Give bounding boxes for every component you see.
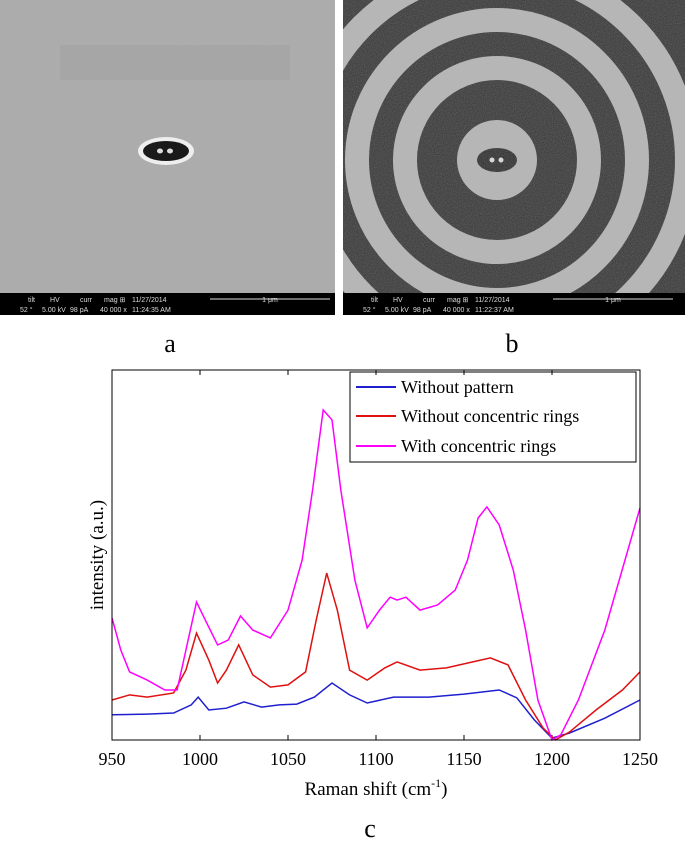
info-header: HV — [50, 297, 60, 304]
info-header: HV — [393, 297, 403, 304]
x-tick-label: 1000 — [182, 749, 218, 769]
info-value: 11:22:37 AM — [475, 307, 514, 314]
legend-label: Without pattern — [401, 377, 514, 397]
y-axis-label: intensity (a.u.) — [87, 500, 108, 610]
info-value: 52 ° — [20, 306, 33, 314]
x-tick-label: 1250 — [622, 749, 658, 769]
x-tick-label: 950 — [99, 749, 126, 769]
info-header: curr — [80, 297, 93, 304]
x-tick-label: 1150 — [446, 749, 481, 769]
scale-label: 1 μm — [262, 297, 278, 304]
line — [111, 682, 641, 739]
x-label-part: Raman shift (cm — [305, 779, 432, 800]
x-axis-label: Raman shift (cm-1) — [305, 776, 448, 800]
info-value: 5.00 kV — [385, 307, 409, 314]
plot-border — [111, 369, 641, 741]
info-value: 40 000 x — [443, 307, 470, 314]
info-value: 52 ° — [363, 306, 376, 314]
caption: a — [164, 329, 176, 358]
info-header: mag ⊞ — [447, 297, 469, 304]
legend-label: Without concentric rings — [401, 406, 579, 426]
info-header: tilt — [371, 297, 378, 304]
info-value: 11:24:35 AM — [132, 307, 171, 314]
info-value: 5.00 kV — [42, 307, 66, 314]
sem-image-a — [0, 0, 335, 315]
x-tick-label: 1100 — [358, 749, 393, 769]
x-label-sup: -1 — [431, 776, 441, 790]
x-tick-label: 1050 — [270, 749, 306, 769]
line — [111, 572, 641, 741]
legend-box — [349, 371, 637, 463]
x-label-part: ) — [441, 779, 447, 800]
legend-label: With concentric rings — [401, 436, 556, 456]
info-value: 40 000 x — [100, 307, 127, 314]
info-header: tilt — [28, 297, 35, 304]
x-tick-label: 1200 — [534, 749, 570, 769]
info-header: mag ⊞ — [104, 297, 126, 304]
info-value: 98 pA — [70, 307, 89, 314]
caption: c — [364, 814, 376, 843]
scale-label: 1 μm — [605, 297, 621, 304]
info-header: 11/27/2014 — [132, 297, 167, 304]
caption: b — [506, 329, 519, 358]
info-bars: tilt HV curr mag ⊞ 11/27/2014 52 ° 5.00 kV 98 p… — [20, 297, 673, 314]
info-header: 11/27/2014 — [475, 297, 510, 304]
line — [111, 408, 641, 742]
info-header: curr — [423, 297, 436, 304]
info-value: 98 pA — [413, 307, 432, 314]
sem-image-b — [343, 0, 685, 293]
